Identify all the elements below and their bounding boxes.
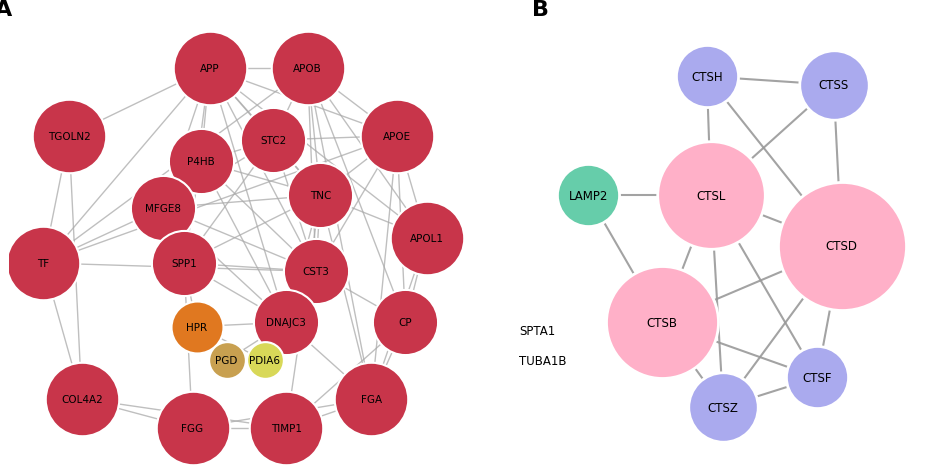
Point <box>74 395 89 403</box>
Point <box>257 357 272 365</box>
Point <box>833 243 848 250</box>
Text: CTSF: CTSF <box>801 371 831 384</box>
Text: LAMP2: LAMP2 <box>568 189 607 202</box>
Point <box>308 268 323 276</box>
Point <box>580 192 595 199</box>
Text: MFGE8: MFGE8 <box>144 203 181 213</box>
Point <box>62 133 77 140</box>
Point <box>653 319 668 327</box>
Text: HPR: HPR <box>186 322 207 332</box>
Text: P4HB: P4HB <box>187 157 214 167</box>
Text: TF: TF <box>37 258 50 268</box>
Point <box>278 425 293 432</box>
Text: COL4A2: COL4A2 <box>61 394 103 404</box>
Point <box>313 192 328 199</box>
Text: PDIA6: PDIA6 <box>249 356 280 366</box>
Text: TIMP1: TIMP1 <box>271 424 301 433</box>
Text: CTSL: CTSL <box>695 189 724 202</box>
Point <box>826 82 841 89</box>
Point <box>184 425 199 432</box>
Point <box>398 319 413 327</box>
Point <box>809 374 824 381</box>
Text: SPP1: SPP1 <box>171 258 197 268</box>
Text: DNAJC3: DNAJC3 <box>266 317 306 327</box>
Text: APOE: APOE <box>383 131 411 141</box>
Point <box>715 404 730 411</box>
Point <box>363 395 378 403</box>
Point <box>36 259 51 267</box>
Point <box>155 205 170 212</box>
Text: A: A <box>0 0 12 20</box>
Text: CTSD: CTSD <box>825 240 856 253</box>
Point <box>418 234 433 242</box>
Point <box>389 133 404 140</box>
Text: FGA: FGA <box>360 394 382 404</box>
Text: FGG: FGG <box>182 424 203 433</box>
Text: STC2: STC2 <box>260 136 286 146</box>
Point <box>194 158 209 166</box>
Text: CST3: CST3 <box>302 267 329 277</box>
Text: TGOLN2: TGOLN2 <box>48 131 90 141</box>
Text: B: B <box>532 0 548 20</box>
Text: CTSH: CTSH <box>690 71 722 84</box>
Text: APOB: APOB <box>293 64 322 74</box>
Point <box>202 65 217 72</box>
Point <box>698 73 713 81</box>
Text: APP: APP <box>199 64 219 74</box>
Text: CTSB: CTSB <box>646 316 677 329</box>
Point <box>266 137 281 145</box>
Text: CP: CP <box>398 317 412 327</box>
Point <box>189 323 204 331</box>
Text: TNC: TNC <box>309 191 330 201</box>
Point <box>703 192 718 199</box>
Text: PGD: PGD <box>215 356 238 366</box>
Point <box>300 65 314 72</box>
Point <box>278 319 293 327</box>
Text: CTSS: CTSS <box>817 79 848 92</box>
Point <box>219 357 234 365</box>
Text: SPTA1: SPTA1 <box>519 325 554 337</box>
Point <box>176 259 191 267</box>
Text: TUBA1B: TUBA1B <box>519 354 565 367</box>
Text: APOL1: APOL1 <box>409 233 444 243</box>
Text: CTSZ: CTSZ <box>707 401 738 414</box>
